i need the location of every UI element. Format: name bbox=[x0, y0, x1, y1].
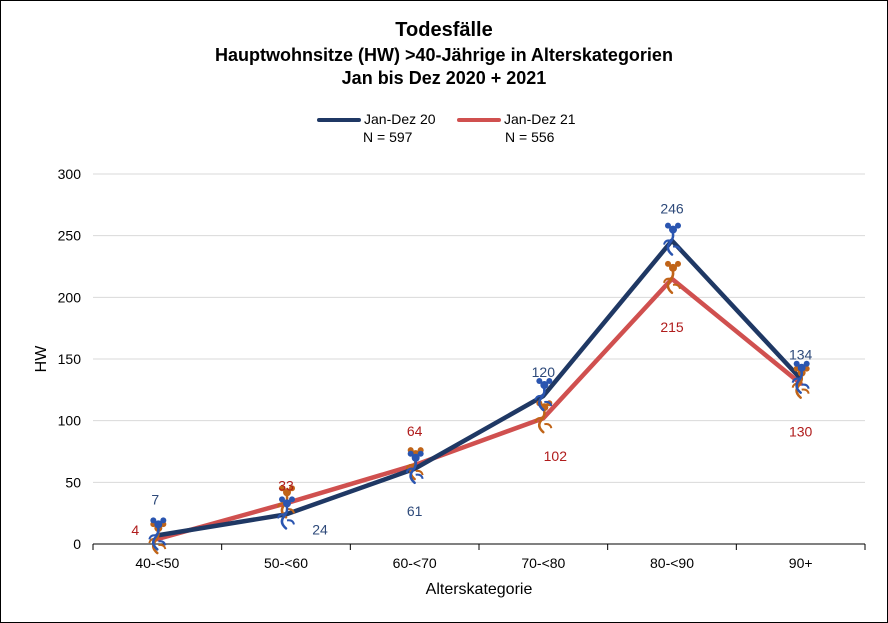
chart-title: Todesfälle bbox=[395, 19, 493, 41]
series-marker bbox=[791, 360, 810, 394]
data-label: 130 bbox=[789, 424, 813, 440]
x-tick-label: 70-<80 bbox=[521, 555, 565, 571]
x-tick-label: 90+ bbox=[789, 555, 813, 571]
y-tick-label: 0 bbox=[73, 536, 81, 552]
series-marker bbox=[663, 260, 681, 295]
series-line bbox=[155, 238, 803, 538]
chart-subtitle-2: Jan bis Dez 2020 + 2021 bbox=[341, 68, 547, 88]
y-tick-label: 150 bbox=[58, 351, 82, 367]
data-label: 134 bbox=[789, 347, 813, 363]
x-tick-label: 80-<90 bbox=[650, 555, 694, 571]
data-label: 33 bbox=[278, 477, 294, 493]
legend-label-2020: Jan-Dez 20 bbox=[364, 111, 436, 127]
data-label: 7 bbox=[151, 491, 159, 507]
series-marker bbox=[277, 496, 295, 530]
y-tick-label: 300 bbox=[58, 166, 82, 182]
legend-swatch-2021 bbox=[457, 118, 501, 122]
data-label: 4 bbox=[131, 522, 139, 538]
y-tick-label: 200 bbox=[58, 289, 82, 305]
x-tick-label: 50-<60 bbox=[264, 555, 308, 571]
series-line bbox=[155, 276, 803, 542]
series-marker bbox=[534, 400, 553, 434]
y-axis-title: HW bbox=[33, 345, 50, 373]
legend-n-2020: N = 597 bbox=[363, 129, 413, 145]
data-label: 215 bbox=[660, 319, 684, 335]
legend-swatch-2020 bbox=[317, 118, 361, 122]
data-label: 120 bbox=[532, 364, 556, 380]
data-label: 102 bbox=[544, 448, 568, 464]
y-tick-label: 100 bbox=[58, 413, 82, 429]
y-tick-label: 50 bbox=[65, 474, 81, 490]
data-label: 61 bbox=[407, 503, 423, 519]
x-tick-label: 60-<70 bbox=[393, 555, 437, 571]
x-tick-label: 40-<50 bbox=[135, 555, 179, 571]
series-marker bbox=[663, 222, 681, 256]
series-marker bbox=[405, 450, 424, 485]
legend-n-2021: N = 556 bbox=[505, 129, 555, 145]
series-marker bbox=[534, 378, 553, 412]
data-label: 64 bbox=[407, 423, 423, 439]
data-label: 24 bbox=[312, 521, 328, 537]
legend: Jan-Dez 20 N = 597 Jan-Dez 21 N = 556 bbox=[1, 111, 887, 147]
chart-subtitle-1: Hauptwohnsitze (HW) >40-Jährige in Alter… bbox=[215, 45, 673, 65]
x-axis-title: Alterskategorie bbox=[426, 581, 533, 598]
series-marker bbox=[148, 517, 167, 551]
legend-label-2021: Jan-Dez 21 bbox=[504, 111, 576, 127]
data-label: 246 bbox=[660, 201, 684, 217]
y-tick-label: 250 bbox=[58, 228, 82, 244]
